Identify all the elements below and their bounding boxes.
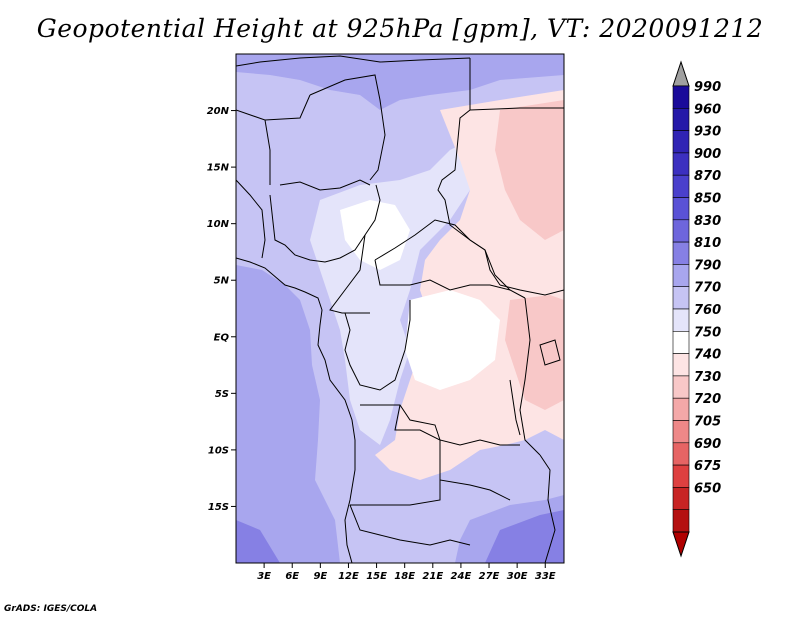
field-750-central-south: [405, 290, 500, 390]
border-angola: [394, 404, 511, 501]
border-west-small: [236, 179, 266, 259]
field-790-west-ocean: [236, 265, 340, 563]
colorbar-box-3: [672, 152, 690, 176]
colorbar-box-8: [672, 264, 690, 287]
colorbar-label-4: 870: [694, 169, 721, 184]
country-borders: [236, 55, 564, 563]
field-810-southeast: [485, 510, 564, 563]
colorbar-label-12: 740: [694, 348, 721, 363]
colorbar-box-12: [672, 353, 690, 377]
lon-tick-label-0: 3E: [257, 571, 271, 582]
field-790-north: [236, 54, 564, 110]
lon-tick-label-7: 24E: [451, 571, 472, 582]
border-mauritania: [236, 109, 271, 185]
colorbar-box-14: [672, 397, 690, 421]
colorbar-label-5: 850: [694, 192, 721, 207]
colorbar-box-10: [672, 308, 690, 332]
geopotential-field: [236, 54, 564, 563]
lon-tick-label-8: 27E: [479, 571, 500, 582]
colorbar-label-6: 830: [694, 214, 721, 229]
colorbar-label-1: 960: [694, 102, 721, 117]
colorbar-label-11: 750: [694, 325, 721, 340]
colorbar-box-16: [672, 442, 690, 466]
colorbar-over-arrow: [672, 60, 690, 87]
lon-tick-label-4: 15E: [366, 571, 387, 582]
colorbar: 990 960 930 900 870 850 830 810 790 770 760 750 740 7…: [672, 60, 721, 558]
latitude-axis: 20N 15N 10N 5N EQ 5S 10S 15S: [207, 106, 236, 513]
colorbar-label-9: 770: [694, 281, 721, 296]
colorbar-box-1: [672, 108, 690, 131]
colorbar-label-17: 675: [694, 459, 721, 474]
colorbar-box-7: [672, 241, 690, 265]
field-750-center: [340, 200, 410, 270]
colorbar-box-2: [672, 130, 690, 154]
colorbar-box-9: [672, 286, 690, 310]
coastline-west-africa: [236, 257, 356, 563]
border-namibia: [349, 504, 471, 546]
colorbar-label-10: 760: [694, 303, 721, 318]
border-sahara-north: [236, 55, 471, 67]
colorbar-box-0: [672, 85, 690, 109]
border-mali-niger: [309, 74, 386, 181]
colorbar-label-18: 650: [694, 481, 721, 496]
lon-tick-label-9: 30E: [507, 571, 528, 582]
lon-tick-label-2: 9E: [313, 571, 327, 582]
map-title: Geopotential Height at 925hPa [gpm], VT:…: [36, 14, 764, 43]
lake-tanganyika: [509, 379, 521, 436]
border-car-south: [374, 259, 511, 291]
lon-tick-label-5: 18E: [394, 571, 415, 582]
lat-tick-label-7: 15S: [208, 502, 229, 513]
colorbar-box-13: [672, 375, 690, 399]
border-burkina: [279, 179, 371, 191]
lon-tick-label-3: 12E: [338, 571, 359, 582]
lon-tick-label-1: 6E: [285, 571, 299, 582]
colorbar-label-3: 900: [694, 147, 721, 162]
colorbar-label-0: 990: [694, 80, 721, 95]
border-zambia: [350, 480, 441, 506]
field-730-east-rift: [505, 295, 564, 410]
border-congo: [344, 300, 411, 391]
border-car: [374, 219, 526, 299]
colorbar-label-8: 790: [694, 258, 721, 273]
colorbar-box-18: [672, 487, 690, 510]
lat-tick-label-4: EQ: [214, 332, 230, 343]
colorbar-box-11: [672, 330, 690, 354]
border-sudan: [469, 107, 564, 111]
colorbar-label-7: 810: [694, 236, 721, 251]
colorbar-box-5: [672, 197, 690, 221]
colorbar-box-15: [672, 420, 690, 444]
lon-tick-label-10: 33E: [535, 571, 556, 582]
colorbar-label-2: 930: [694, 125, 721, 140]
colorbar-under-arrow: [672, 531, 690, 558]
longitude-axis: 3E 6E 9E 12E 15E 18E 21E 24E 27E 30E 33E: [257, 563, 556, 582]
colorbar-label-15: 705: [694, 415, 721, 430]
field-730-northeast: [495, 100, 564, 240]
border-cameroon: [329, 234, 370, 314]
colorbar-box-17: [672, 464, 690, 488]
lat-tick-label-6: 10S: [208, 445, 229, 456]
lat-tick-label-0: 20N: [207, 106, 230, 117]
field-810-southwest: [236, 520, 280, 563]
colorbar-box-6: [672, 219, 690, 243]
map-frame: [235, 53, 565, 564]
colorbar-box-4: [672, 174, 690, 198]
colorbar-label-14: 720: [694, 392, 721, 407]
border-mali-south: [264, 94, 311, 121]
lake-victoria: [539, 339, 561, 366]
lat-tick-label-5: 5S: [215, 389, 229, 400]
grads-credit: GrADS: IGES/COLA: [4, 604, 98, 614]
colorbar-box-19: [672, 509, 690, 533]
border-drc-east: [519, 297, 541, 456]
lat-tick-label-3: 5N: [214, 276, 230, 287]
lon-tick-label-6: 21E: [422, 571, 443, 582]
colorbar-label-16: 690: [694, 437, 721, 452]
border-nigeria: [269, 184, 381, 263]
lat-tick-label-2: 10N: [207, 219, 230, 230]
lat-tick-label-1: 15N: [207, 163, 230, 174]
colorbar-label-13: 730: [694, 370, 721, 385]
border-southsudan: [499, 284, 564, 296]
border-east: [539, 454, 556, 563]
